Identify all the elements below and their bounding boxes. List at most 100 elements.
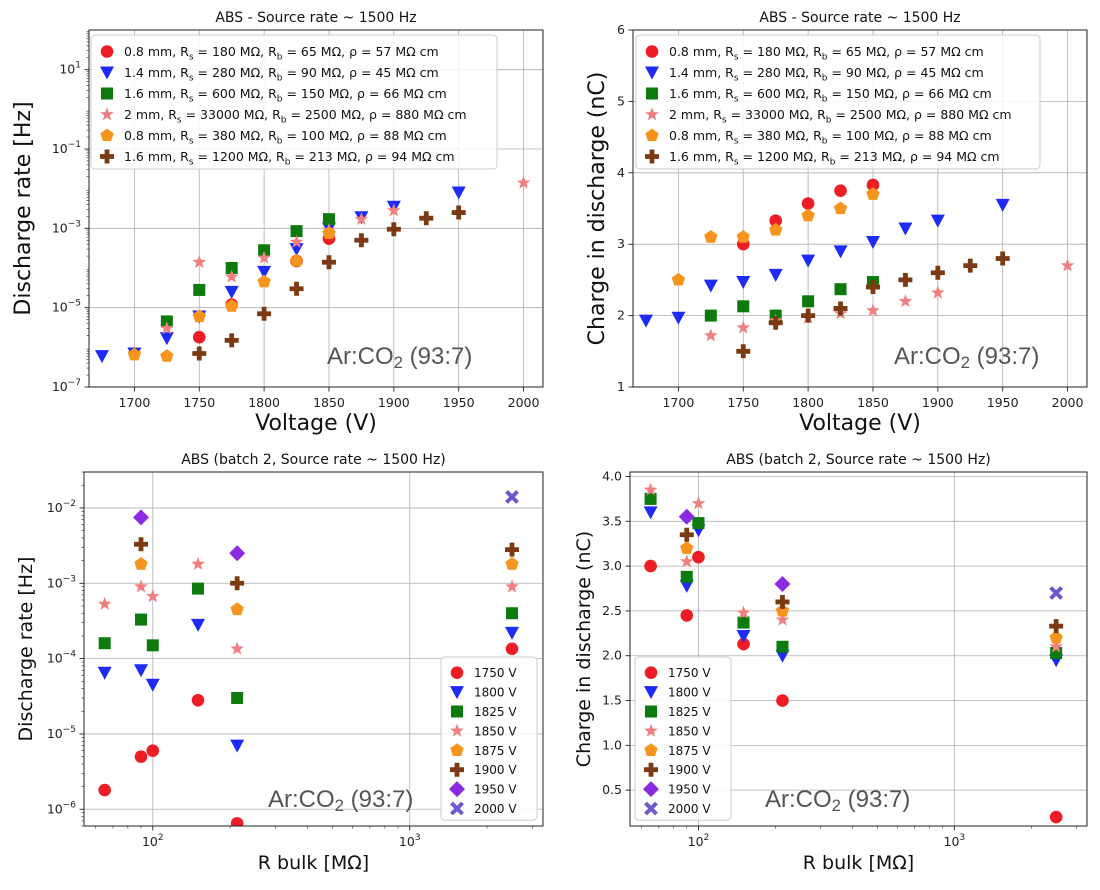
legend-label: 2 mm, Rs = 33000 MΩ, Rb = 2500 MΩ, ρ = 8… [124, 107, 467, 126]
data-point [230, 817, 244, 826]
data-point [643, 506, 658, 520]
data-point [775, 612, 790, 626]
legend-item: 1825 V [645, 705, 711, 719]
legend-label: 1850 V [668, 724, 711, 738]
legend-box [440, 656, 538, 821]
data-point [866, 303, 880, 317]
data-point [736, 344, 751, 359]
series-4 [97, 556, 519, 655]
y-tick-label: 0.5 [602, 782, 622, 797]
y-tick-label: 10−4 [47, 650, 76, 666]
data-point [192, 346, 207, 361]
data-point [160, 349, 174, 362]
y-tick-label: 10−1 [52, 140, 81, 156]
legend-item: 0.8 mm, Rs = 380 MΩ, Rb = 100 MΩ, ρ = 88… [645, 128, 992, 147]
data-point [505, 579, 519, 593]
legend-item: 1800 V [644, 686, 711, 700]
series-4 [643, 482, 1063, 653]
plot-frame [629, 471, 1088, 827]
data-point [776, 694, 789, 707]
legend-label: 1900 V [668, 763, 711, 777]
data-point [192, 582, 205, 595]
legend-marker [450, 801, 464, 816]
legend-marker [645, 149, 659, 164]
chart-panel-2: 1700 1750 1800 1850 1900 1950 2000 1 2 3 4 5 6 ABS - … [585, 10, 1088, 436]
legend-item: 1.4 mm, Rs = 280 MΩ, Rb = 90 MΩ, ρ = 45 … [645, 65, 984, 84]
data-point [834, 283, 847, 296]
data-point [865, 236, 880, 250]
data-point [289, 281, 304, 296]
x-tick-label: 102 [688, 833, 710, 849]
data-point [258, 244, 271, 257]
y-tick-label: 2.0 [602, 648, 622, 663]
legend-label: 1.4 mm, Rs = 280 MΩ, Rb = 90 MΩ, ρ = 45 … [669, 65, 984, 84]
data-point [192, 330, 206, 344]
legend-item: 1875 V [644, 743, 711, 758]
legend: 1750 V 1800 V 1825 V 1850 V 1875 V 1900 V 1950… [440, 656, 538, 821]
x-tick-label: 1850 [313, 395, 345, 410]
data-point [680, 541, 694, 554]
data-point [736, 320, 751, 334]
x-tick-label: 1800 [792, 395, 824, 410]
data-point [671, 311, 686, 325]
data-point [225, 262, 238, 274]
data-point [1049, 810, 1063, 824]
series-7 [678, 508, 791, 593]
x-tick-label: 2000 [1052, 395, 1084, 410]
y-tick-label: 1.0 [602, 737, 622, 752]
data-point [159, 332, 174, 346]
legend-label: 1875 V [668, 744, 711, 758]
chart-panel-1: 1700 1750 1800 1850 1900 1950 2000 10−7 10−5 10−3… [11, 10, 544, 436]
y-tick-label: 1.5 [602, 693, 622, 708]
data-point [505, 542, 520, 557]
legend-item: 2 mm, Rs = 33000 MΩ, Rb = 2500 MΩ, ρ = 8… [100, 107, 467, 126]
data-point [257, 274, 271, 288]
x-tick-label: 1900 [378, 395, 410, 410]
data-point [159, 321, 174, 335]
legend-marker [645, 45, 659, 58]
data-point [801, 308, 816, 323]
legend-label: 1.6 mm, Rs = 600 MΩ, Rb = 150 MΩ, ρ = 66… [124, 86, 447, 105]
legend-label: 1900 V [474, 763, 517, 777]
legend-marker [644, 686, 658, 700]
legend-item: 1850 V [644, 723, 711, 738]
data-point [704, 309, 717, 322]
data-point [680, 570, 693, 583]
y-tick-label: 3 [617, 236, 625, 251]
data-point [289, 254, 304, 267]
data-point [289, 234, 304, 248]
y-tick-label: 10−3 [52, 219, 81, 235]
series-5 [680, 541, 1063, 644]
data-point [737, 616, 750, 629]
series-6 [736, 251, 1010, 359]
data-point [737, 300, 750, 313]
data-point [768, 315, 783, 330]
data-point [736, 605, 751, 619]
data-point [833, 201, 848, 215]
y-axis-label: Charge in discharge (nC) [585, 72, 610, 346]
x-tick-label: 1950 [987, 395, 1019, 410]
chart-title: ABS (batch 2, Source rate ~ 1500 Hz) [181, 452, 446, 468]
data-point [127, 347, 142, 361]
data-point [134, 664, 149, 678]
data-point [97, 666, 112, 680]
series-5 [134, 557, 519, 616]
data-point [386, 203, 401, 217]
legend-marker [449, 781, 465, 798]
legend-marker [644, 723, 658, 737]
legend-item: 1900 V [450, 762, 517, 777]
x-tick-label: 2000 [508, 395, 540, 410]
data-point [866, 178, 880, 192]
data-point [691, 496, 706, 510]
legend-marker [645, 705, 657, 718]
data-point [94, 350, 109, 364]
data-point [230, 739, 245, 753]
legend: 0.8 mm, Rs = 180 MΩ, Rb = 65 MΩ, ρ = 57 … [635, 34, 1041, 170]
legend-label: 1800 V [668, 686, 711, 700]
data-point [145, 589, 160, 603]
legend-label: 1800 V [474, 686, 517, 700]
legend-label: 1.6 mm, Rs = 1200 MΩ, Rb = 213 MΩ, ρ = 9… [669, 149, 1000, 168]
legend-marker [645, 107, 659, 121]
data-point [224, 285, 239, 299]
